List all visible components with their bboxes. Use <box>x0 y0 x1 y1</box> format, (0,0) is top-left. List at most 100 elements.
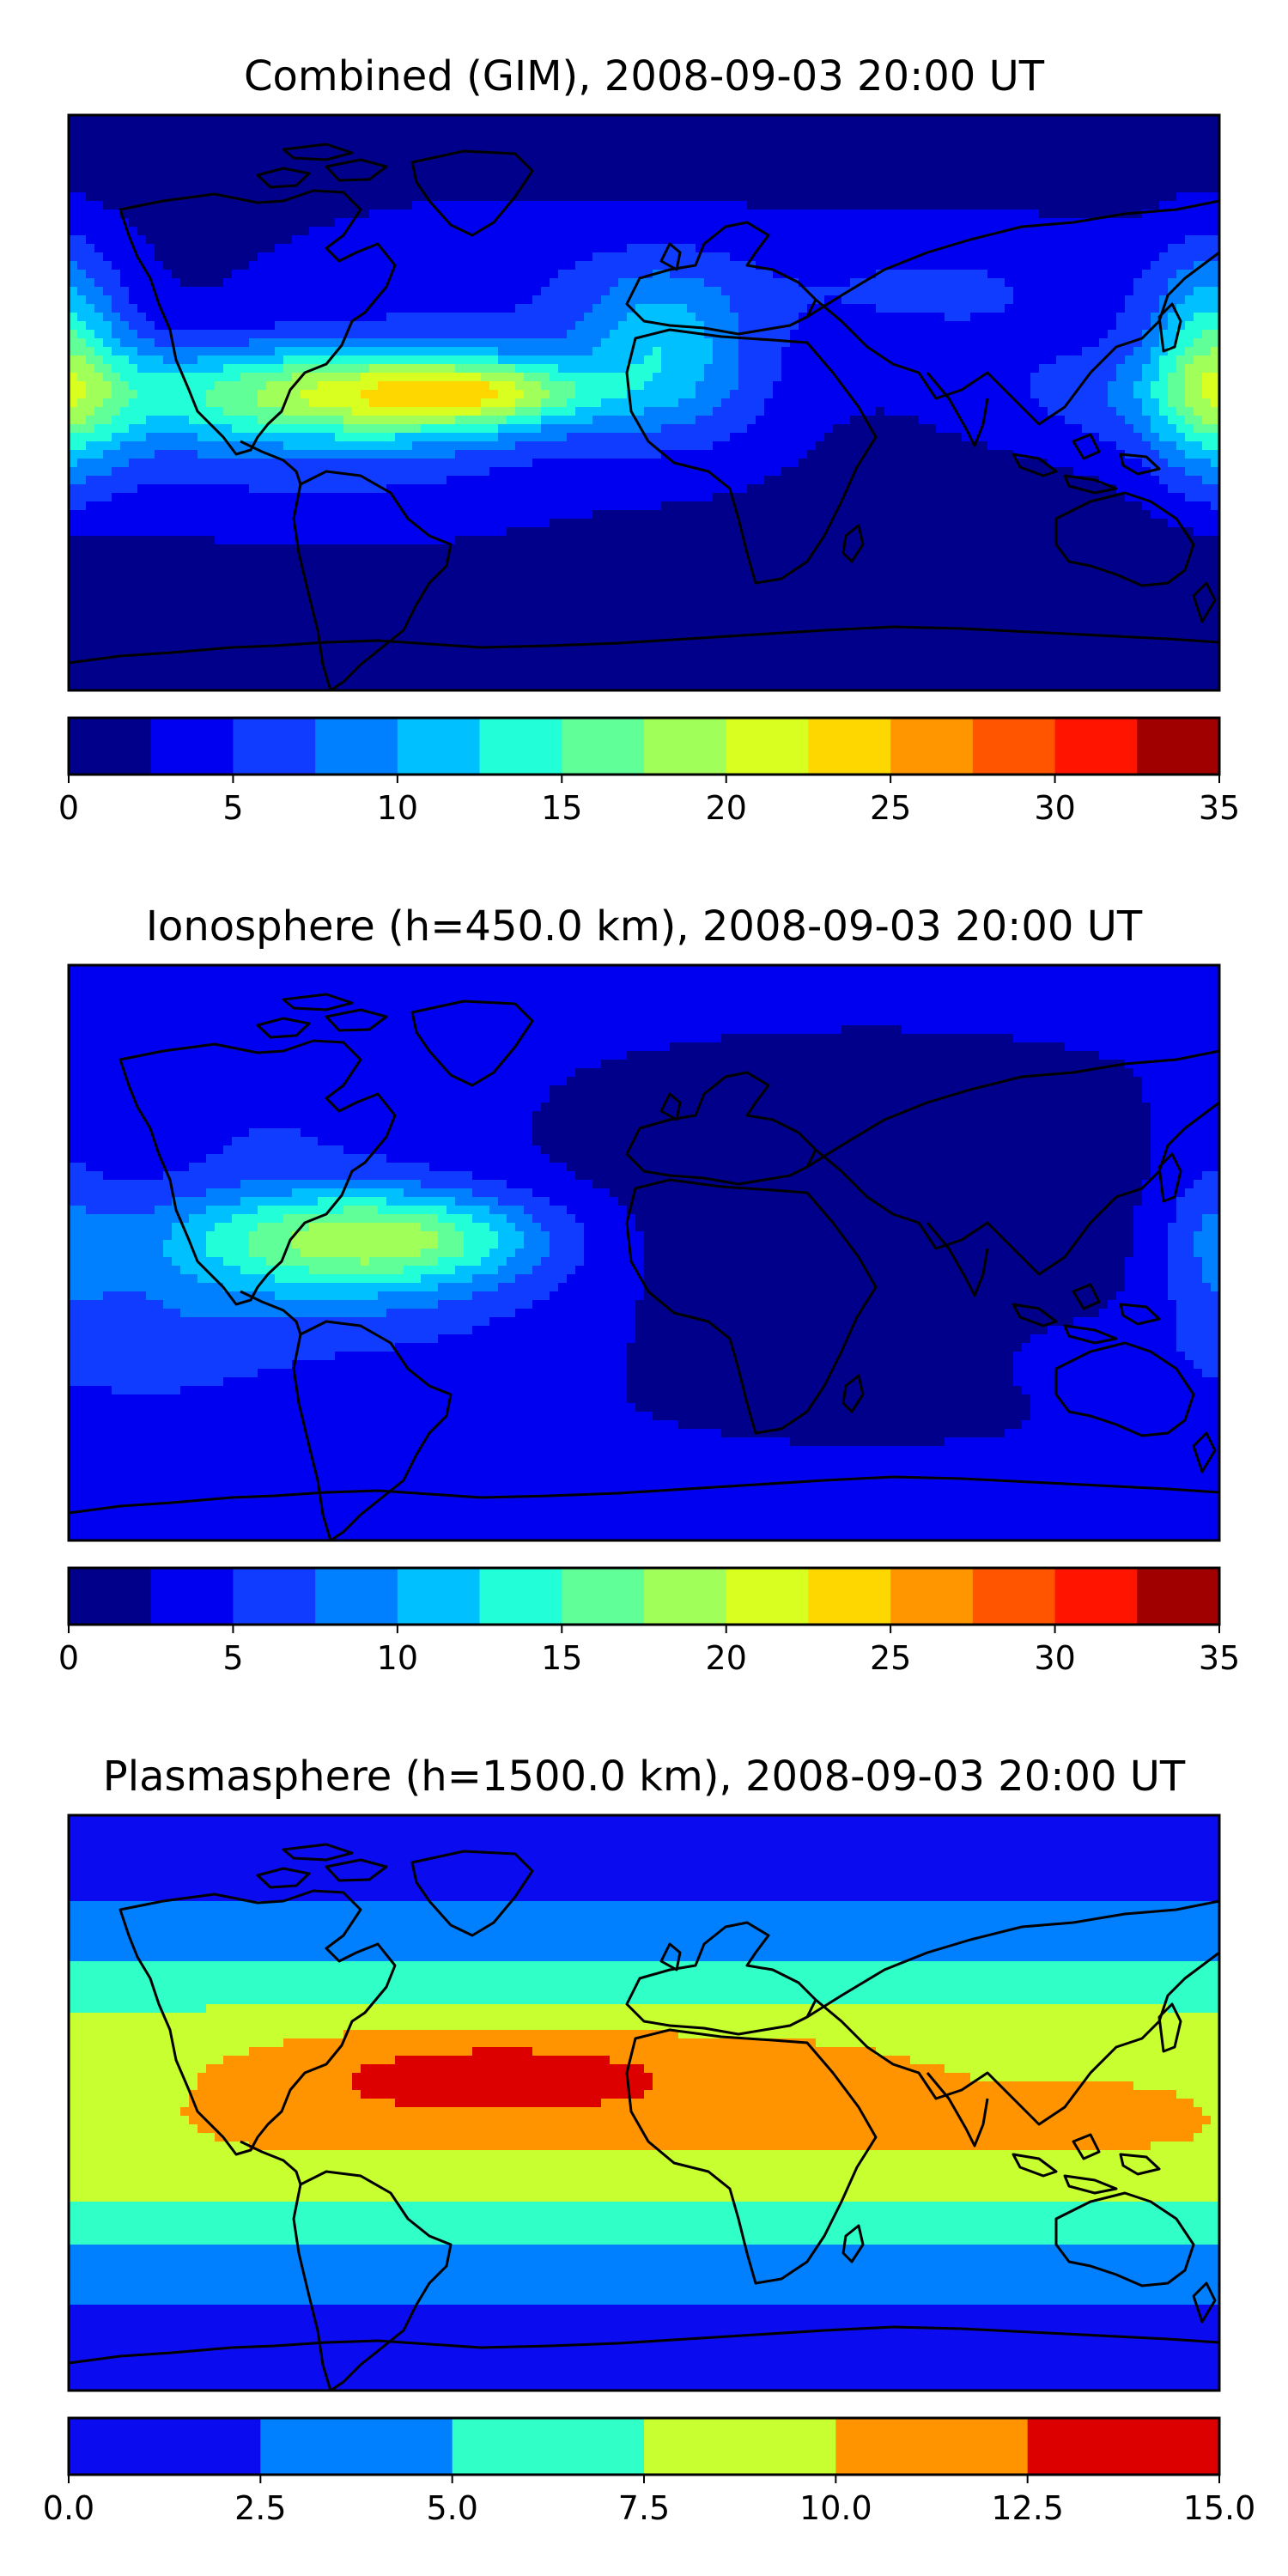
field-cell <box>996 295 1005 305</box>
field-cell <box>1091 244 1100 253</box>
field-cell <box>962 407 971 416</box>
field-cell <box>1022 330 1031 339</box>
field-cell <box>1073 244 1083 253</box>
field-cell <box>1022 158 1031 167</box>
field-cell <box>524 218 533 228</box>
field-cell <box>902 398 911 408</box>
field-cell <box>592 355 602 365</box>
field-cell <box>361 398 370 408</box>
field-cell <box>584 244 593 253</box>
field-cell <box>704 373 714 382</box>
field-cell <box>447 235 456 245</box>
field-cell <box>919 261 928 270</box>
field-cell <box>936 270 945 279</box>
field-cell <box>850 132 860 142</box>
field-cell <box>876 390 885 399</box>
field-cell <box>618 252 628 262</box>
field-cell <box>781 218 791 228</box>
field-cell <box>661 424 671 434</box>
field-cell <box>258 398 267 408</box>
field-cell <box>876 261 885 270</box>
field-cell <box>850 304 860 313</box>
field-cell <box>1065 347 1074 356</box>
field-cell <box>970 407 980 416</box>
field-cell <box>301 381 310 391</box>
field-cell <box>429 218 439 228</box>
field-cell <box>1116 338 1126 348</box>
field-cell <box>567 338 576 348</box>
field-cell <box>86 132 95 142</box>
field-cell <box>343 416 353 425</box>
field-cell <box>180 167 190 176</box>
field-cell <box>747 218 756 228</box>
field-cell <box>197 270 207 279</box>
field-cell <box>352 184 361 193</box>
field-cell <box>1082 278 1091 288</box>
field-cell <box>970 313 980 322</box>
field-cell <box>1116 416 1126 425</box>
field-cell <box>653 192 662 202</box>
field-cell <box>386 141 396 150</box>
field-cell <box>867 261 877 270</box>
field-cell <box>532 124 542 133</box>
field-cell <box>696 347 705 356</box>
field-cell <box>146 355 155 365</box>
field-cell <box>1030 338 1040 348</box>
field-cell <box>103 398 112 408</box>
field-cell <box>764 313 774 322</box>
field-cell <box>1211 278 1219 288</box>
field-cell <box>696 338 705 348</box>
field-cell <box>575 244 585 253</box>
field-cell <box>163 390 173 399</box>
field-cell <box>421 364 430 374</box>
field-cell <box>1108 330 1117 339</box>
field-cell <box>824 227 834 236</box>
field-cell <box>704 252 714 262</box>
field-cell <box>567 373 576 382</box>
field-cell <box>86 141 95 150</box>
field-cell <box>275 210 284 219</box>
field-cell <box>790 313 799 322</box>
field-cell <box>661 227 671 236</box>
field-cell <box>1185 235 1194 245</box>
field-cell <box>206 416 216 425</box>
field-cell <box>498 390 507 399</box>
field-cell <box>824 424 834 434</box>
field-cell <box>206 149 216 159</box>
field-cell <box>1039 201 1048 210</box>
field-cell <box>807 244 817 253</box>
field-cell <box>550 115 559 125</box>
field-cell <box>867 313 877 322</box>
field-cell <box>1142 218 1151 228</box>
field-cell <box>790 244 799 253</box>
field-cell <box>412 227 422 236</box>
field-cell <box>558 132 568 142</box>
field-cell <box>876 149 885 159</box>
field-cell <box>575 167 585 176</box>
field-cell <box>807 149 817 159</box>
field-cell <box>369 252 379 262</box>
field-cell <box>489 124 499 133</box>
field-cell <box>421 201 430 210</box>
field-cell <box>601 416 611 425</box>
field-cell <box>816 390 825 399</box>
field-cell <box>240 175 250 185</box>
field-cell <box>438 175 447 185</box>
field-cell <box>730 304 739 313</box>
field-cell <box>678 364 688 374</box>
field-cell <box>841 407 851 416</box>
field-cell <box>893 270 902 279</box>
field-cell <box>472 304 482 313</box>
field-cell <box>876 364 885 374</box>
field-cell <box>833 330 842 339</box>
field-cell <box>223 338 233 348</box>
field-cell <box>421 295 430 305</box>
field-cell <box>979 338 988 348</box>
field-cell <box>163 364 173 374</box>
field-cell <box>893 252 902 262</box>
field-cell <box>498 338 507 348</box>
field-cell <box>1013 270 1023 279</box>
field-cell <box>644 424 653 434</box>
field-cell <box>841 149 851 159</box>
field-cell <box>515 244 525 253</box>
